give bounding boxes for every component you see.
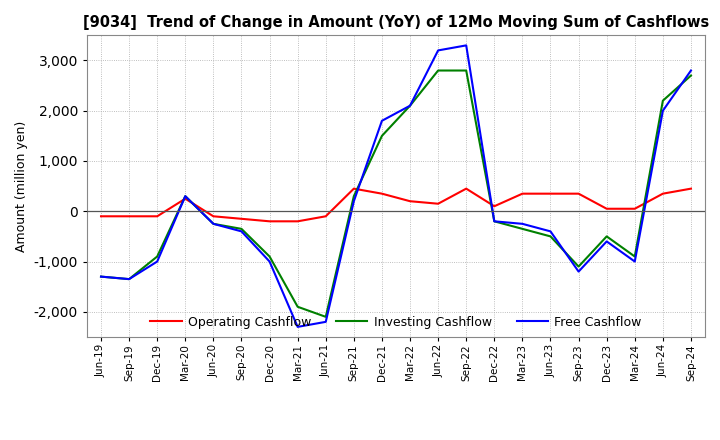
Investing Cashflow bbox=[490, 219, 499, 224]
Investing Cashflow bbox=[433, 68, 442, 73]
Operating Cashflow bbox=[349, 186, 358, 191]
Free Cashflow bbox=[153, 259, 161, 264]
Operating Cashflow bbox=[631, 206, 639, 211]
Free Cashflow bbox=[659, 108, 667, 114]
Operating Cashflow bbox=[462, 186, 471, 191]
Operating Cashflow bbox=[153, 214, 161, 219]
Investing Cashflow bbox=[265, 254, 274, 259]
Operating Cashflow bbox=[125, 214, 133, 219]
Free Cashflow bbox=[96, 274, 105, 279]
Line: Investing Cashflow: Investing Cashflow bbox=[101, 70, 691, 317]
Title: [9034]  Trend of Change in Amount (YoY) of 12Mo Moving Sum of Cashflows: [9034] Trend of Change in Amount (YoY) o… bbox=[83, 15, 709, 30]
Free Cashflow bbox=[405, 103, 414, 108]
Operating Cashflow bbox=[687, 186, 696, 191]
Investing Cashflow bbox=[659, 98, 667, 103]
Investing Cashflow bbox=[405, 103, 414, 108]
Investing Cashflow bbox=[153, 254, 161, 259]
Operating Cashflow bbox=[181, 196, 189, 202]
Operating Cashflow bbox=[490, 204, 499, 209]
Y-axis label: Amount (million yen): Amount (million yen) bbox=[15, 121, 28, 252]
Investing Cashflow bbox=[631, 254, 639, 259]
Investing Cashflow bbox=[518, 226, 527, 231]
Free Cashflow bbox=[687, 68, 696, 73]
Free Cashflow bbox=[293, 324, 302, 330]
Operating Cashflow bbox=[518, 191, 527, 196]
Free Cashflow bbox=[433, 48, 442, 53]
Investing Cashflow bbox=[181, 194, 189, 199]
Investing Cashflow bbox=[462, 68, 471, 73]
Free Cashflow bbox=[237, 229, 246, 234]
Operating Cashflow bbox=[237, 216, 246, 221]
Operating Cashflow bbox=[603, 206, 611, 211]
Line: Free Cashflow: Free Cashflow bbox=[101, 45, 691, 327]
Free Cashflow bbox=[631, 259, 639, 264]
Investing Cashflow bbox=[603, 234, 611, 239]
Investing Cashflow bbox=[349, 194, 358, 199]
Free Cashflow bbox=[603, 239, 611, 244]
Operating Cashflow bbox=[265, 219, 274, 224]
Investing Cashflow bbox=[96, 274, 105, 279]
Operating Cashflow bbox=[377, 191, 386, 196]
Free Cashflow bbox=[518, 221, 527, 227]
Free Cashflow bbox=[181, 194, 189, 199]
Operating Cashflow bbox=[433, 201, 442, 206]
Investing Cashflow bbox=[209, 221, 217, 227]
Free Cashflow bbox=[546, 229, 555, 234]
Operating Cashflow bbox=[321, 214, 330, 219]
Free Cashflow bbox=[125, 276, 133, 282]
Investing Cashflow bbox=[575, 264, 583, 269]
Free Cashflow bbox=[265, 259, 274, 264]
Investing Cashflow bbox=[293, 304, 302, 309]
Investing Cashflow bbox=[321, 314, 330, 319]
Operating Cashflow bbox=[405, 198, 414, 204]
Free Cashflow bbox=[462, 43, 471, 48]
Free Cashflow bbox=[490, 219, 499, 224]
Operating Cashflow bbox=[546, 191, 555, 196]
Free Cashflow bbox=[209, 221, 217, 227]
Operating Cashflow bbox=[659, 191, 667, 196]
Operating Cashflow bbox=[575, 191, 583, 196]
Free Cashflow bbox=[321, 319, 330, 324]
Free Cashflow bbox=[377, 118, 386, 124]
Investing Cashflow bbox=[377, 133, 386, 139]
Legend: Operating Cashflow, Investing Cashflow, Free Cashflow: Operating Cashflow, Investing Cashflow, … bbox=[145, 311, 647, 334]
Free Cashflow bbox=[575, 269, 583, 274]
Operating Cashflow bbox=[293, 219, 302, 224]
Investing Cashflow bbox=[546, 234, 555, 239]
Investing Cashflow bbox=[687, 73, 696, 78]
Operating Cashflow bbox=[96, 214, 105, 219]
Investing Cashflow bbox=[125, 276, 133, 282]
Investing Cashflow bbox=[237, 226, 246, 231]
Operating Cashflow bbox=[209, 214, 217, 219]
Line: Operating Cashflow: Operating Cashflow bbox=[101, 189, 691, 221]
Free Cashflow bbox=[349, 198, 358, 204]
